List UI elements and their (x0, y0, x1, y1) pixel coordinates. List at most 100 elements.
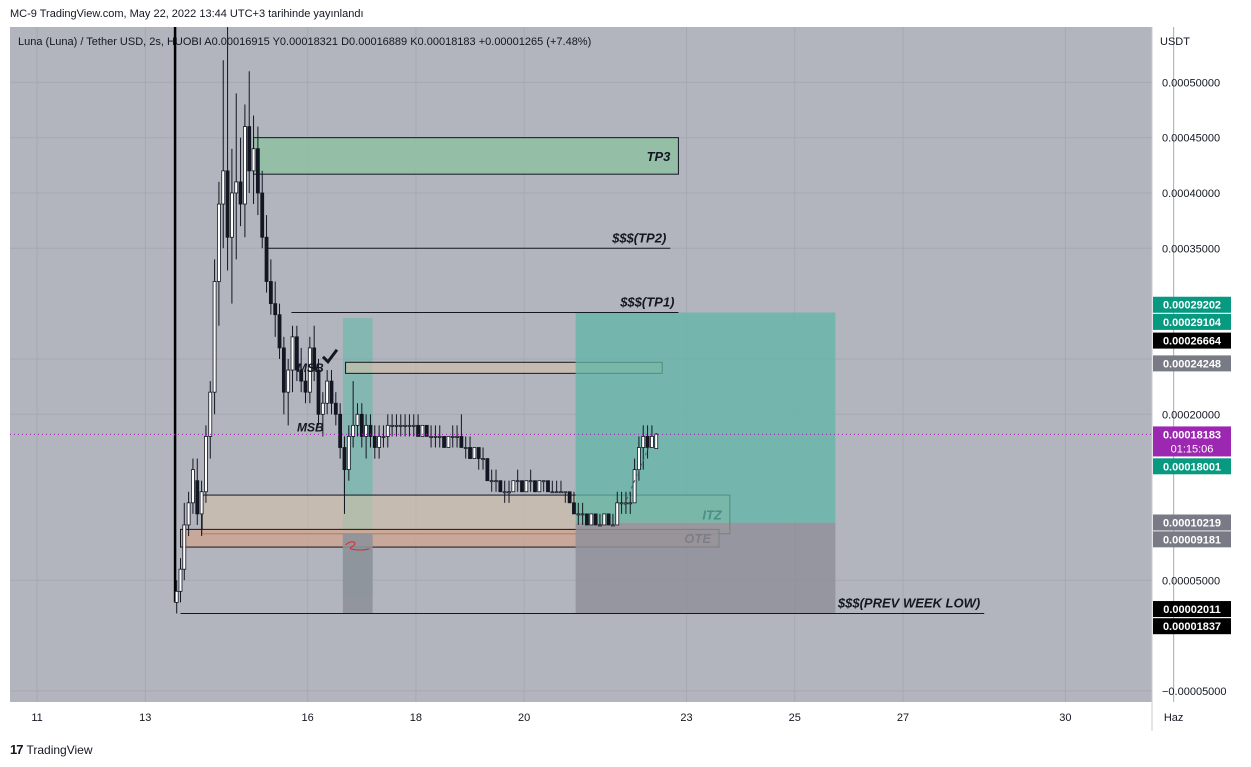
candle-body (174, 590, 179, 603)
candle-body (407, 424, 412, 427)
candle (442, 436, 446, 448)
price-tags: 0.00029202 0.00029104 0.00026664 0.00024248… (1153, 296, 1231, 635)
candle-body (325, 380, 330, 404)
candle-body (433, 436, 438, 438)
candle-body (372, 436, 377, 448)
candle-body (329, 380, 334, 404)
candle-body (359, 413, 364, 437)
y-tick-label: 0.00050000 (1162, 77, 1220, 89)
candle (307, 336, 312, 404)
price-tag-bg (1153, 426, 1231, 457)
candle-body (294, 336, 299, 371)
price-tag-value: 0.00024248 (1163, 358, 1221, 370)
candle (611, 513, 615, 527)
y-tick-label: 0.00020000 (1162, 409, 1220, 421)
candle-body (468, 447, 472, 459)
candle (563, 491, 568, 503)
candle-body (481, 458, 485, 460)
candle-body (247, 126, 252, 172)
price-tag: 0.00029202 (1153, 296, 1231, 313)
candle-body (641, 436, 646, 448)
y-tick-label: 0.00045000 (1162, 133, 1220, 145)
candle (541, 480, 546, 492)
x-tick-label: 30 (1059, 712, 1071, 724)
candle (654, 433, 659, 449)
candle-body (429, 436, 433, 438)
x-tick-label: 16 (302, 712, 314, 724)
candle (528, 469, 533, 492)
candle (221, 60, 226, 249)
candle-body (277, 314, 282, 349)
price-tag-bg (1153, 531, 1231, 548)
candle (268, 259, 273, 315)
candle-body (511, 480, 516, 493)
candle (641, 425, 646, 470)
candle-body (199, 491, 204, 515)
candle-body (351, 424, 356, 437)
red-arrow-icon (345, 541, 370, 551)
level-label: $$$(PREV WEEK LOW) (837, 595, 980, 610)
candle-body (268, 281, 273, 305)
time-axis[interactable]: 11 13 16 18 20 23 25 27 30 Haz (31, 712, 1183, 724)
candle-body (394, 424, 399, 427)
candle-body (260, 192, 265, 238)
price-tag: 0.00001837 (1153, 618, 1231, 635)
candle-body (576, 513, 581, 516)
candle-body (416, 424, 420, 437)
candle (342, 436, 347, 514)
candle (208, 381, 213, 459)
candle-body (338, 413, 343, 448)
candle-body (281, 347, 286, 393)
msb-label: MSB (297, 421, 324, 435)
candle (433, 425, 438, 448)
tradingview-logo-icon: 17 (10, 742, 24, 757)
candle-body (355, 413, 360, 426)
candle (385, 414, 390, 448)
candle-body (212, 281, 217, 393)
x-tick-label: 27 (897, 712, 909, 724)
candle-body (208, 391, 213, 437)
candle-body (420, 424, 425, 437)
candle-body (619, 502, 624, 505)
y-tick-label: 0.00005000 (1162, 575, 1220, 587)
candle-body (463, 447, 468, 449)
candle (580, 502, 585, 525)
candle (624, 491, 628, 514)
price-tag-value: 0.00018183 (1163, 429, 1221, 441)
candle (476, 447, 481, 470)
candle-body (368, 424, 373, 437)
price-tag-bg (1153, 296, 1231, 313)
x-tick-label: 25 (789, 712, 801, 724)
x-tick-label: 20 (518, 712, 530, 724)
candlestick-chart[interactable]: TP3ITZOTE $$$(TP2) $$$(TP1) $$$(PREV WEEK … (10, 27, 1241, 731)
candle-body (507, 491, 511, 494)
candle-body (502, 491, 507, 494)
candle (593, 513, 598, 526)
candle-body (320, 402, 325, 415)
candle (251, 115, 256, 205)
candle-body (178, 568, 183, 592)
candle-body (230, 192, 234, 238)
candle (377, 425, 382, 459)
candle (303, 370, 308, 404)
candle (502, 480, 507, 503)
price-tag-bg (1153, 458, 1231, 475)
candle-body (316, 369, 321, 415)
candle (333, 392, 338, 426)
candle (589, 513, 594, 526)
candle-body (546, 480, 550, 493)
candle-body (645, 436, 650, 448)
candle (238, 137, 243, 227)
candle-body (598, 524, 602, 527)
candle (225, 27, 230, 271)
candle-body (654, 433, 659, 449)
candle-body (204, 436, 208, 493)
candles (174, 27, 659, 614)
candle-body (593, 513, 598, 526)
candle (554, 480, 559, 494)
candle-body (472, 447, 477, 459)
price-tag-countdown: 01:15:06 (1171, 443, 1214, 455)
price-tag-bg (1153, 355, 1231, 372)
candle (606, 513, 611, 526)
candle (281, 336, 286, 415)
